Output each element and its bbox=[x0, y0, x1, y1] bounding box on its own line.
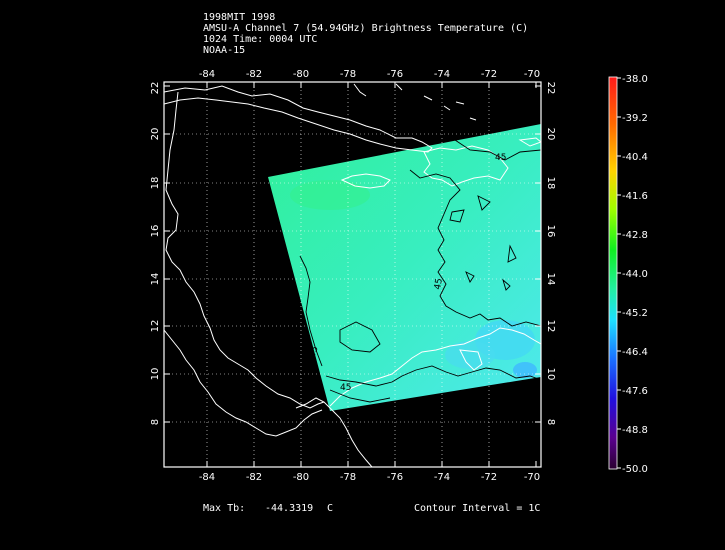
colorbar-ticks bbox=[617, 77, 621, 469]
lon-label: -74 bbox=[434, 472, 450, 483]
contour-label: 45 bbox=[495, 153, 506, 163]
lat-label: 14 bbox=[545, 273, 556, 286]
colorbar-label: -42.8 bbox=[622, 230, 648, 241]
cold-patch bbox=[513, 362, 537, 378]
colorbar-label: -39.2 bbox=[622, 113, 648, 124]
contour-label: 45 bbox=[433, 278, 445, 291]
lat-label: 14 bbox=[150, 273, 161, 286]
lon-label: -78 bbox=[340, 69, 356, 80]
graticule bbox=[164, 82, 541, 467]
colorbar-label: -50.0 bbox=[622, 464, 648, 475]
lat-label: 20 bbox=[150, 128, 161, 141]
contour-interval: Contour Interval = 1C bbox=[414, 503, 541, 514]
lon-label: -70 bbox=[524, 69, 540, 80]
colorbar-label: -40.4 bbox=[622, 152, 648, 163]
max-tb-value: -44.3319 bbox=[265, 503, 314, 514]
lon-label: -78 bbox=[340, 472, 356, 483]
contour-lines bbox=[299, 139, 541, 403]
max-tb-label: Max Tb: bbox=[203, 503, 246, 514]
title-line-1: 1998MIT 1998 bbox=[203, 12, 276, 23]
lat-label: 20 bbox=[545, 128, 556, 141]
colorbar-label: -38.0 bbox=[622, 74, 648, 85]
lat-label: 22 bbox=[150, 82, 161, 95]
contour-label: 45 bbox=[340, 383, 351, 393]
title-line-4: NOAA-15 bbox=[203, 45, 246, 56]
lat-label: 10 bbox=[150, 368, 161, 381]
lon-labels-bottom: -84 -82 -80 -78 -76 -74 -72 -70 bbox=[199, 472, 540, 483]
lat-label: 22 bbox=[545, 82, 556, 95]
colorbar-label: -46.4 bbox=[622, 347, 648, 358]
max-tb-unit: C bbox=[327, 503, 334, 514]
lon-label: -82 bbox=[246, 69, 262, 80]
lat-label: 8 bbox=[150, 419, 161, 425]
cold-patch bbox=[445, 341, 495, 369]
lon-label: -72 bbox=[481, 69, 497, 80]
lat-label: 12 bbox=[150, 320, 161, 333]
lat-labels-left: 8 10 12 14 16 18 20 22 bbox=[150, 82, 161, 426]
lat-label: 16 bbox=[150, 225, 161, 238]
contour-label-group: 45 45 45 45 bbox=[307, 153, 506, 393]
colorbar-label: -41.6 bbox=[622, 191, 648, 202]
colorbar-labels: -38.0 -39.2 -40.4 -41.6 -42.8 -44.0 -45.… bbox=[622, 74, 648, 475]
lon-label: -74 bbox=[434, 69, 450, 80]
title-line-3: 1024 Time: 0004 UTC bbox=[203, 34, 318, 45]
title-line-2: AMSU-A Channel 7 (54.94GHz) Brightness T… bbox=[203, 23, 529, 34]
colorbar bbox=[608, 76, 618, 470]
lon-label: -76 bbox=[387, 472, 403, 483]
colorbar-label: -47.6 bbox=[622, 386, 648, 397]
satellite-swath bbox=[268, 124, 541, 411]
lat-label: 12 bbox=[545, 320, 556, 333]
lon-label: -72 bbox=[481, 472, 497, 483]
colorbar-label: -45.2 bbox=[622, 308, 648, 319]
lon-label: -80 bbox=[293, 472, 309, 483]
frame-ticks bbox=[164, 82, 541, 467]
lon-label: -84 bbox=[199, 69, 215, 80]
colorbar-label: -44.0 bbox=[622, 269, 648, 280]
warm-patch bbox=[290, 180, 370, 210]
lat-label: 18 bbox=[545, 177, 556, 190]
lon-label: -84 bbox=[199, 472, 215, 483]
lon-label: -76 bbox=[387, 69, 403, 80]
coastlines bbox=[164, 83, 541, 467]
contour-label: 45 bbox=[307, 345, 320, 359]
lon-labels-top: -84 -82 -80 -78 -76 -74 -72 -70 bbox=[199, 69, 540, 80]
lon-label: -70 bbox=[524, 472, 540, 483]
lon-label: -80 bbox=[293, 69, 309, 80]
lat-label: 8 bbox=[545, 419, 556, 425]
lat-label: 16 bbox=[545, 225, 556, 238]
map-frame bbox=[163, 81, 542, 468]
lat-label: 18 bbox=[150, 177, 161, 190]
colorbar-label: -48.8 bbox=[622, 425, 648, 436]
lat-labels-right: 8 10 12 14 16 18 20 22 bbox=[545, 82, 556, 426]
lon-label: -82 bbox=[246, 472, 262, 483]
lat-label: 10 bbox=[545, 368, 556, 381]
